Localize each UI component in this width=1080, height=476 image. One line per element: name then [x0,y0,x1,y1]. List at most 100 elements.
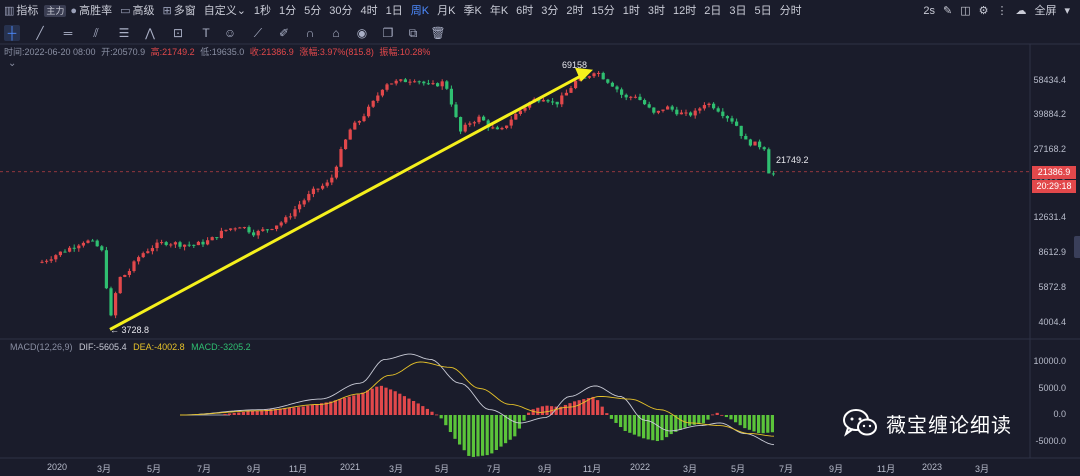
macd-histogram-bar [361,392,365,415]
period-label: 季K [463,5,482,17]
camera-icon[interactable]: ◫ [960,5,971,17]
info-high: 高:21749.2 [150,47,195,57]
candle-body [150,248,154,252]
candle-body [187,244,191,246]
copy-icon[interactable]: ❐ [382,26,394,40]
macd-histogram-bar [398,393,402,415]
candle-body [252,232,256,236]
period-6[interactable]: 1秒 [250,0,275,22]
macd-histogram-bar [586,398,590,415]
period-26[interactable]: 分时 [776,0,806,22]
macd-histogram-bar [536,407,540,415]
candle-body [698,108,702,111]
macd-histogram-bar [389,389,393,415]
trend-line-icon[interactable]: ╱ [36,26,44,40]
layers-icon[interactable]: ⧉ [408,26,418,40]
x-tick-label: 7月 [486,464,502,474]
more-icon[interactable]: ⋮ [996,5,1008,17]
macd-histogram-bar [724,415,728,418]
period-9[interactable]: 30分 [325,0,356,22]
macd-histogram-bar [476,415,480,457]
text-icon[interactable]: T [202,26,210,40]
fullscreen-button[interactable]: 全屏 [1034,5,1057,17]
candle-body [238,227,242,229]
chevron-down-icon[interactable]: ▾ [1064,5,1070,17]
candle-body [514,113,518,120]
period-19[interactable]: 15分 [588,0,619,22]
period-7[interactable]: 1分 [275,0,300,22]
macd-histogram-bar [278,408,282,415]
macd-histogram-bar [669,415,673,435]
macd-histogram-bar [481,415,485,456]
candle-body [362,116,366,122]
macd-histogram-bar [623,415,627,431]
y-tick-label: 58434.4 [1033,75,1066,85]
macd-histogram-bar [356,394,360,415]
lock-icon[interactable]: ⌂ [332,26,340,40]
period-11[interactable]: 1日 [382,0,407,22]
macd-histogram-bar [448,415,452,433]
period-5[interactable]: 自定义⌄ [200,0,250,22]
main-force-badge[interactable]: 主力 [44,5,67,17]
emoji-icon[interactable]: ☺ [223,26,237,40]
period-4[interactable]: ⊞ 多窗 [158,0,199,22]
pattern-icon[interactable]: ⋀ [145,26,155,40]
candle-body [183,244,187,247]
horizontal-line-icon[interactable]: ═ [63,26,73,40]
crosshair-icon[interactable]: ┼ [4,25,20,41]
period-label: 周K [410,5,430,17]
period-14[interactable]: 季K [459,0,485,22]
period-3[interactable]: ▭ 高级 [116,0,158,22]
period-24[interactable]: 3日 [725,0,750,22]
period-17[interactable]: 3分 [537,0,562,22]
period-18[interactable]: 2时 [562,0,587,22]
candle-body [537,99,541,102]
candle-body [54,255,58,260]
side-panel-handle[interactable] [1074,236,1080,258]
candle-body [569,88,573,93]
cloud-icon[interactable]: ☁ [1015,5,1027,17]
period-16[interactable]: 6时 [512,0,537,22]
chevron-down-icon: ⌄ [236,5,246,17]
macd-y-tick-label: 0.0 [1053,409,1066,419]
macd-histogram-bar [421,406,425,415]
settings-icon[interactable]: ⚙ [978,5,989,17]
period-0[interactable]: ▥ 指标 [0,0,42,22]
period-13[interactable]: 月K [433,0,459,22]
macd-histogram-bar [283,408,287,415]
period-22[interactable]: 12时 [669,0,700,22]
period-15[interactable]: 年K [486,0,512,22]
ruler-icon[interactable]: ⟋ [253,26,263,40]
x-tick-label: 9月 [246,464,262,474]
period-10[interactable]: 4时 [357,0,382,22]
macd-histogram-bar [522,415,526,421]
period-12[interactable]: 周K [407,0,433,22]
wechat-icon [843,409,877,437]
macd-histogram-bar [435,414,439,416]
magnet-icon[interactable]: ∩ [305,26,315,40]
fibonacci-icon[interactable]: ☰ [118,26,130,40]
period-20[interactable]: 1时 [619,0,644,22]
period-25[interactable]: 5日 [751,0,776,22]
pencil-icon[interactable]: ✎ [942,5,953,17]
channel-icon[interactable]: ⫽ [93,26,99,40]
period-8[interactable]: 5分 [300,0,325,22]
macd-histogram-bar [329,401,333,415]
period-2[interactable]: ● 高胜率 [66,0,116,22]
period-23[interactable]: 2日 [700,0,725,22]
eye-icon[interactable]: ◉ [356,26,368,40]
measure-icon[interactable]: ⊡ [172,26,184,40]
trash-icon[interactable]: 🗑 [430,26,446,40]
period-21[interactable]: 3时 [644,0,669,22]
period-label: 15分 [591,5,615,17]
collapse-chevron-icon[interactable]: ⌄ [8,58,17,69]
x-tick-label: 3月 [682,464,698,474]
candle-body [63,251,67,253]
refresh-interval[interactable]: 2s [923,5,935,17]
y-tick-label: 8612.9 [1038,247,1066,257]
period-label: 30分 [329,5,353,17]
period-label: 1秒 [253,5,272,17]
pen-icon[interactable]: ✐ [278,26,290,40]
candle-body [408,81,412,83]
